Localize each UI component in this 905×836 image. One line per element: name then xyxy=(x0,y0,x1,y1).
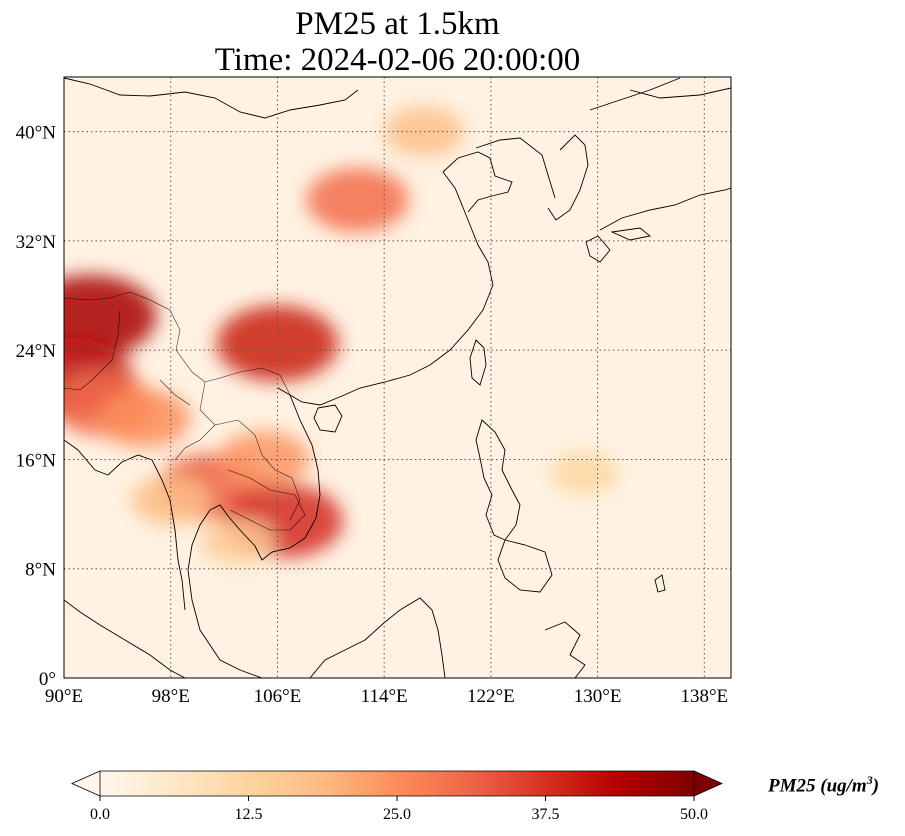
hainan-outline xyxy=(313,404,343,433)
lat-tick-label: 8°N xyxy=(25,560,56,581)
colorbar-tick-label: 12.5 xyxy=(235,806,263,823)
lat-tick-label: 16°N xyxy=(16,450,57,471)
pm25-hotspot xyxy=(64,275,157,358)
lat-tick-label: 32°N xyxy=(16,232,57,253)
colorbar-tick-label: 0.0 xyxy=(90,806,110,823)
japan-shikoku xyxy=(610,227,652,241)
map-frame xyxy=(63,76,732,679)
myanmar-thai-border xyxy=(174,424,216,461)
korea-west-coast xyxy=(475,137,556,199)
colorbar-ticks: 0.0 12.5 25.0 37.5 50.0 xyxy=(90,796,708,823)
colorbar-label: PM25 (ug/m3) xyxy=(768,773,880,797)
lon-tick-label: 98°E xyxy=(152,686,190,707)
pm25-hotspot xyxy=(218,431,310,488)
sakhalin-coast xyxy=(629,87,731,99)
lon-tick-label: 130°E xyxy=(574,686,622,707)
himalaya-border xyxy=(64,291,181,351)
sumatra-coast xyxy=(64,599,186,678)
myanmar-coast xyxy=(64,439,186,611)
pm25-hotspot xyxy=(550,451,619,495)
laos-border xyxy=(199,381,301,521)
china-south-border xyxy=(175,349,291,396)
lon-tick-label: 122°E xyxy=(467,686,515,707)
china-coast xyxy=(277,171,494,406)
sulawesi-outline xyxy=(544,621,586,678)
lon-tick-label: 106°E xyxy=(254,686,302,707)
colorbar-tick-label: 25.0 xyxy=(383,806,411,823)
colorbar: 0.0 12.5 25.0 37.5 50.0 xyxy=(71,770,723,823)
country-borders xyxy=(64,291,306,531)
pm25-hotspot xyxy=(306,167,409,232)
philippines-mindanao xyxy=(497,539,553,593)
russia-coast xyxy=(589,77,681,111)
taiwan-outline xyxy=(469,339,487,386)
lat-tick-labels: 0° 8°N 16°N 24°N 32°N 40°N xyxy=(16,123,57,690)
lon-tick-label: 90°E xyxy=(45,686,83,707)
pacific-island xyxy=(654,574,666,593)
japan-honshu xyxy=(599,187,731,231)
colorbar-extend-low xyxy=(71,770,101,797)
map-title-line1: PM25 at 1.5km xyxy=(295,6,500,42)
lon-tick-labels: 90°E 98°E 106°E 114°E 122°E 130°E 138°E xyxy=(45,686,728,707)
lat-tick-label: 0° xyxy=(39,669,56,690)
colorbar-tick-label: 37.5 xyxy=(532,806,560,823)
mongolia-border xyxy=(64,77,359,119)
colorbar-tick-label: 50.0 xyxy=(680,806,708,823)
cambodia-border xyxy=(227,469,306,531)
lat-tick-label: 40°N xyxy=(16,123,57,144)
borneo-outline xyxy=(309,597,446,678)
pm25-hotspot xyxy=(200,518,275,565)
shandong-coast xyxy=(442,151,513,213)
coastlines xyxy=(64,77,731,678)
colorbar-extend-high xyxy=(693,770,723,797)
lon-tick-label: 138°E xyxy=(680,686,728,707)
japan-kyushu xyxy=(585,235,611,263)
map-background xyxy=(64,77,731,678)
korea-peninsula xyxy=(547,134,589,221)
pm25-hotspot xyxy=(97,389,191,448)
indochina-coast xyxy=(187,394,321,678)
bangladesh-border xyxy=(64,309,121,391)
lon-tick-label: 114°E xyxy=(361,686,408,707)
lat-tick-label: 24°N xyxy=(16,341,57,362)
inland-border xyxy=(159,379,191,406)
graticule xyxy=(64,77,731,678)
map-title-line2: Time: 2024-02-06 20:00:00 xyxy=(214,42,581,78)
colorbar-gradient xyxy=(100,771,694,796)
